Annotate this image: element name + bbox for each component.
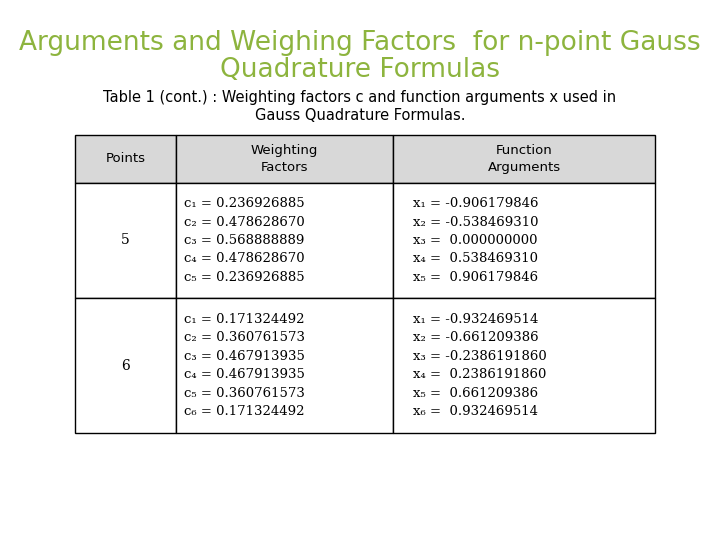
Text: Gauss Quadrature Formulas.: Gauss Quadrature Formulas. [255, 108, 465, 123]
Text: 5: 5 [121, 233, 130, 247]
Text: Table 1 (cont.) : Weighting factors c and function arguments x used in: Table 1 (cont.) : Weighting factors c an… [104, 90, 616, 105]
Text: 6: 6 [121, 359, 130, 373]
Bar [176, 135, 393, 183]
Bar [75, 135, 176, 183]
Bar [393, 298, 655, 433]
Bar [176, 183, 393, 298]
Text: c₁ = 0.236926885
c₂ = 0.478628670
c₃ = 0.568888889
c₄ = 0.478628670
c₅ = 0.23692: c₁ = 0.236926885 c₂ = 0.478628670 c₃ = 0… [184, 197, 305, 284]
Bar [75, 298, 176, 433]
Text: Weighting
Factors: Weighting Factors [251, 144, 318, 174]
Text: Function
Arguments: Function Arguments [487, 144, 561, 174]
Bar [393, 183, 655, 298]
Text: x₁ = -0.906179846
x₂ = -0.538469310
x₃ =  0.000000000
x₄ =  0.538469310
x₅ =  0.: x₁ = -0.906179846 x₂ = -0.538469310 x₃ =… [413, 197, 539, 284]
Text: Quadrature Formulas: Quadrature Formulas [220, 57, 500, 83]
Text: Arguments and Weighing Factors  for n-point Gauss: Arguments and Weighing Factors for n-poi… [19, 30, 701, 56]
Text: c₁ = 0.171324492
c₂ = 0.360761573
c₃ = 0.467913935
c₄ = 0.467913935
c₅ = 0.36076: c₁ = 0.171324492 c₂ = 0.360761573 c₃ = 0… [184, 313, 305, 418]
Bar [393, 135, 655, 183]
Bar [75, 183, 176, 298]
Bar [176, 298, 393, 433]
Text: Points: Points [106, 152, 145, 165]
Text: x₁ = -0.932469514
x₂ = -0.661209386
x₃ = -0.2386191860
x₄ =  0.2386191860
x₅ =  : x₁ = -0.932469514 x₂ = -0.661209386 x₃ =… [413, 313, 546, 418]
